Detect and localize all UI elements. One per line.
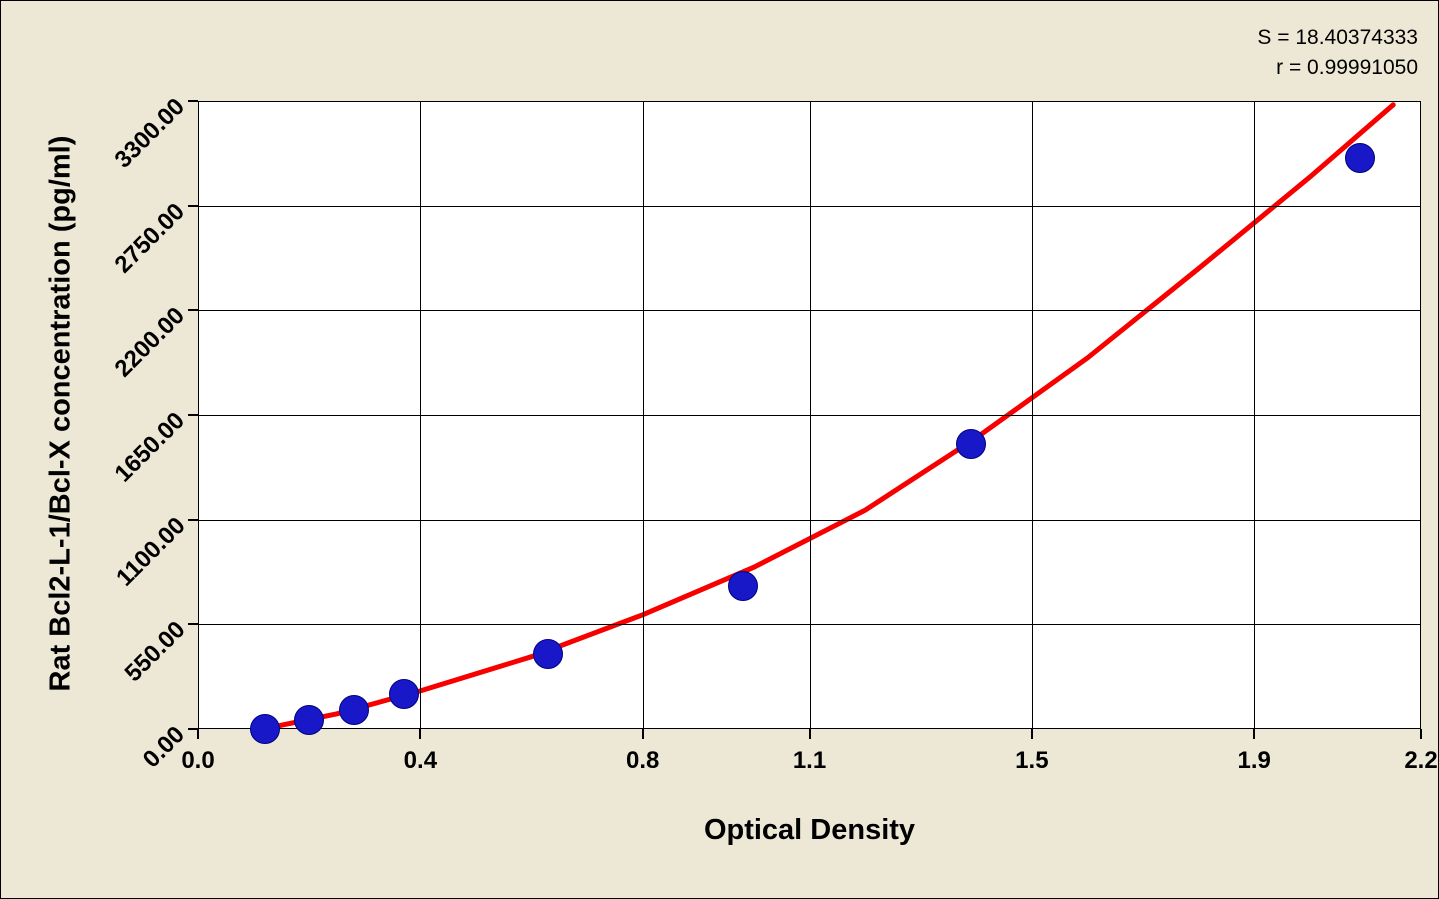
data-point — [389, 679, 419, 709]
y-tick-mark — [188, 100, 198, 102]
y-tick-mark — [188, 309, 198, 311]
x-tick-mark — [1420, 729, 1422, 739]
y-axis-label: Rat Bcl2-L-1/Bcl-X concentration (pg/ml) — [45, 142, 78, 692]
x-tick-mark — [1031, 729, 1033, 739]
stat-s: S = 18.40374333 — [1257, 26, 1418, 50]
x-tick-mark — [809, 729, 811, 739]
chart-container: S = 18.40374333 r = 0.99991050 Rat Bcl2-… — [0, 0, 1439, 899]
y-tick-mark — [188, 728, 198, 730]
x-tick-mark — [197, 729, 199, 739]
x-axis-label: Optical Density — [660, 814, 960, 847]
data-point — [728, 571, 758, 601]
x-tick-label: 2.2 — [1391, 747, 1439, 775]
data-point — [956, 429, 986, 459]
data-point — [250, 714, 280, 744]
x-tick-label: 0.4 — [390, 747, 450, 775]
x-tick-mark — [419, 729, 421, 739]
x-tick-label: 1.5 — [1002, 747, 1062, 775]
x-tick-label: 0.8 — [613, 747, 673, 775]
stat-r: r = 0.99991050 — [1276, 56, 1418, 80]
grid-line-horizontal — [198, 206, 1421, 207]
y-tick-mark — [188, 623, 198, 625]
grid-line-horizontal — [198, 624, 1421, 625]
x-tick-label: 1.1 — [780, 747, 840, 775]
x-tick-mark — [642, 729, 644, 739]
grid-line-horizontal — [198, 520, 1421, 521]
data-point — [294, 705, 324, 735]
x-tick-mark — [1253, 729, 1255, 739]
fit-curve — [254, 105, 1394, 733]
data-point — [533, 639, 563, 669]
data-point — [339, 695, 369, 725]
y-tick-mark — [188, 205, 198, 207]
y-tick-mark — [188, 519, 198, 521]
grid-line-horizontal — [198, 310, 1421, 311]
grid-line-horizontal — [198, 415, 1421, 416]
data-point — [1345, 143, 1375, 173]
y-tick-mark — [188, 414, 198, 416]
x-tick-label: 1.9 — [1224, 747, 1284, 775]
